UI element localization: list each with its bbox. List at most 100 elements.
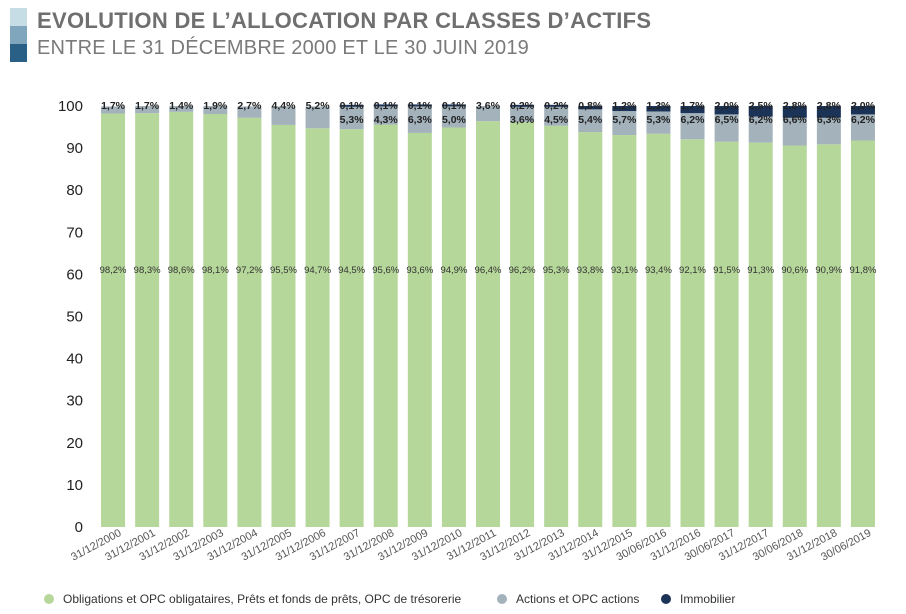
data-label-actions: 6,3% [817, 114, 842, 126]
bar-immobilier [373, 104, 398, 107]
data-label-immobilier: 2,8% [783, 100, 808, 112]
bar-obligations [816, 144, 841, 527]
y-tick-label: 30 [66, 393, 83, 410]
y-tick-label: 60 [66, 266, 83, 283]
bar-actions [680, 113, 705, 140]
bar-immobilier [612, 106, 637, 112]
bar-obligations [612, 135, 637, 527]
title-stripes-decoration [10, 8, 27, 62]
stripe-dark [10, 44, 27, 62]
data-label-obligations: 98,3% [134, 265, 161, 276]
data-label-obligations: 90,6% [781, 265, 808, 276]
bar-immobilier [748, 106, 773, 117]
legend-item-actions: Actions et OPC actions [497, 592, 639, 606]
data-label-obligations: 93,6% [406, 265, 433, 276]
bar-actions [578, 109, 603, 133]
data-label-actions: 6,2% [749, 114, 774, 126]
data-label-actions: 6,2% [681, 114, 706, 126]
bar-obligations [339, 129, 364, 527]
data-label-obligations: 91,3% [747, 265, 774, 276]
data-label-obligations: 91,5% [713, 265, 740, 276]
y-tick-label: 10 [66, 477, 83, 494]
bar-actions [476, 106, 500, 122]
data-label-actions: 6,3% [408, 114, 433, 126]
bar-immobilier [782, 106, 807, 118]
data-label-actions: 1,9% [203, 100, 228, 112]
bar-immobilier [578, 106, 603, 110]
data-label-obligations: 93,4% [645, 265, 672, 276]
y-tick-label: 0 [75, 519, 83, 536]
stripe-medium [10, 26, 27, 44]
data-label-obligations: 95,6% [372, 265, 399, 276]
bar-obligations [544, 125, 569, 528]
data-label-immobilier: 1,2% [612, 100, 637, 112]
bar-actions [612, 111, 637, 136]
bar-actions [714, 114, 739, 142]
data-label-obligations: 94,7% [304, 265, 331, 276]
bar-actions [748, 116, 773, 143]
legend-item-obligations: Obligations et OPC obligataires, Prêts e… [44, 592, 461, 606]
bar-obligations [237, 117, 262, 528]
data-label-obligations: 97,2% [236, 265, 263, 276]
bar-obligations [680, 139, 705, 527]
data-label-obligations: 91,8% [849, 265, 876, 276]
bar-actions [544, 106, 569, 126]
bar-obligations [441, 127, 466, 527]
y-tick-label: 100 [58, 98, 83, 115]
bar-obligations [135, 113, 160, 528]
bar-immobilier [510, 104, 535, 107]
data-label-actions: 6,6% [783, 114, 808, 126]
bar-immobilier [680, 106, 705, 114]
data-label-actions: 4,3% [374, 114, 399, 126]
data-label-obligations: 94,5% [338, 265, 365, 276]
legend-label-actions: Actions et OPC actions [516, 592, 640, 606]
bar-obligations [782, 145, 807, 527]
y-tick-label: 80 [66, 182, 83, 199]
bar-actions [135, 106, 160, 114]
data-label-actions: 1,7% [135, 100, 160, 112]
data-label-immobilier: 2,0% [851, 100, 876, 112]
data-label-actions: 2,7% [237, 100, 262, 112]
bar-obligations [510, 121, 535, 528]
data-label-obligations: 98,6% [168, 265, 195, 276]
bar-actions [441, 106, 466, 128]
y-tick-label: 40 [66, 351, 83, 368]
bar-immobilier [646, 106, 671, 112]
data-label-immobilier: 2,0% [715, 100, 740, 112]
data-label-actions: 5,0% [442, 114, 467, 126]
data-label-actions: 3,6% [510, 114, 535, 126]
data-label-immobilier: 2,5% [749, 100, 774, 112]
bar-obligations [646, 133, 671, 527]
data-label-actions: 5,4% [578, 114, 603, 126]
data-label-obligations: 93,1% [611, 265, 638, 276]
bar-immobilier [816, 106, 841, 118]
stacked-bar-chart: 010203040506070809010098,2%1,7%31/12/200… [58, 98, 877, 563]
bar-actions [407, 106, 432, 133]
data-label-actions: 5,7% [612, 114, 637, 126]
chart-legend: Obligations et OPC obligataires, Prêts e… [0, 588, 906, 612]
data-label-immobilier: 0,2% [544, 100, 569, 112]
data-label-immobilier: 0,1% [340, 100, 365, 112]
bar-obligations [714, 141, 739, 527]
bar-obligations [476, 121, 500, 527]
bar-obligations [101, 113, 126, 527]
data-label-immobilier: 0,1% [442, 100, 467, 112]
bar-immobilier [544, 104, 569, 107]
bar-immobilier [339, 104, 364, 107]
data-label-obligations: 96,2% [509, 265, 536, 276]
y-tick-label: 70 [66, 224, 83, 241]
data-label-immobilier: 2,8% [817, 100, 842, 112]
bar-actions [816, 117, 841, 145]
bar-actions [101, 106, 126, 114]
data-label-obligations: 98,1% [202, 265, 229, 276]
bar-immobilier [850, 106, 875, 115]
data-label-actions: 6,5% [715, 114, 740, 126]
data-label-actions: 3,6% [476, 100, 501, 112]
bar-obligations [169, 111, 194, 528]
data-label-obligations: 95,5% [270, 265, 297, 276]
bar-actions [271, 106, 296, 125]
data-label-obligations: 95,3% [543, 265, 570, 276]
chart-subtitle: ENTRE LE 31 DÉCEMBRE 2000 ET LE 30 JUIN … [37, 37, 529, 59]
data-label-actions: 1,7% [101, 100, 126, 112]
bar-actions [782, 117, 807, 146]
